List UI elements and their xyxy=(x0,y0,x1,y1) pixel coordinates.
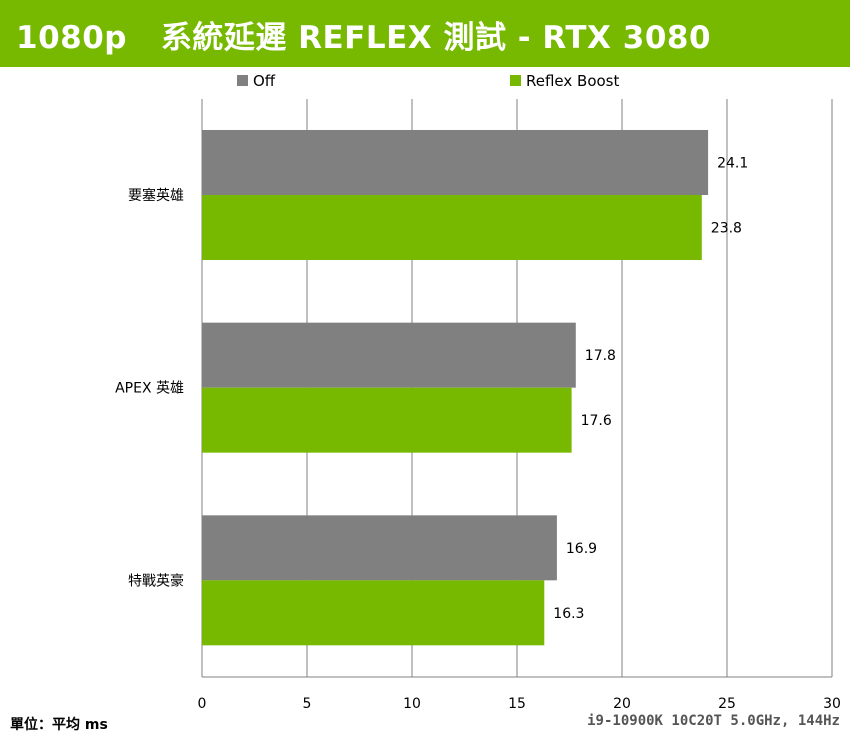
title-bar: 1080p 系統延遲 REFLEX 測試 - RTX 3080 xyxy=(0,0,850,67)
legend-swatch-off xyxy=(237,75,248,86)
x-tick-label: 30 xyxy=(823,696,841,712)
bar-off xyxy=(202,515,557,581)
value-label: 16.3 xyxy=(553,606,584,622)
x-tick-labels: 0 5 10 15 20 25 30 xyxy=(198,696,841,712)
legend-label-off: Off xyxy=(253,72,276,90)
value-labels: 24.1 23.8 17.8 17.6 16.9 16.3 xyxy=(553,156,748,622)
legend-label-reflex-boost: Reflex Boost xyxy=(526,72,619,90)
value-label: 16.9 xyxy=(566,541,597,557)
value-label: 17.8 xyxy=(585,348,616,364)
bar-reflex-boost xyxy=(202,387,572,453)
x-tick-label: 20 xyxy=(613,696,631,712)
x-tick-label: 25 xyxy=(718,696,736,712)
chart: Off Reflex Boost 24.1 23.8 17.8 17.6 16.9 16.… xyxy=(115,72,841,712)
value-label: 24.1 xyxy=(717,156,748,172)
bars xyxy=(202,130,709,646)
bar-reflex-boost xyxy=(202,580,545,646)
x-tick-label: 10 xyxy=(403,696,421,712)
x-tick-label: 15 xyxy=(508,696,526,712)
bar-off xyxy=(202,130,709,195)
category-label: 要塞英雄 xyxy=(128,187,184,204)
unit-note: 單位：平均 ms xyxy=(10,717,108,733)
x-tick-label: 0 xyxy=(198,696,207,712)
value-label: 23.8 xyxy=(711,221,742,237)
x-tick-label: 5 xyxy=(303,696,312,712)
legend: Off Reflex Boost xyxy=(237,72,619,90)
bar-reflex-boost xyxy=(202,195,702,260)
bar-off xyxy=(202,322,576,388)
value-label: 17.6 xyxy=(581,413,612,429)
category-label: APEX 英雄 xyxy=(115,380,184,397)
category-label: 特戰英豪 xyxy=(128,572,184,589)
system-note: i9-10900K 10C20T 5.0GHz, 144Hz xyxy=(587,713,840,729)
chart-title: 1080p 系統延遲 REFLEX 測試 - RTX 3080 xyxy=(16,20,712,56)
legend-swatch-reflex-boost xyxy=(510,75,521,86)
